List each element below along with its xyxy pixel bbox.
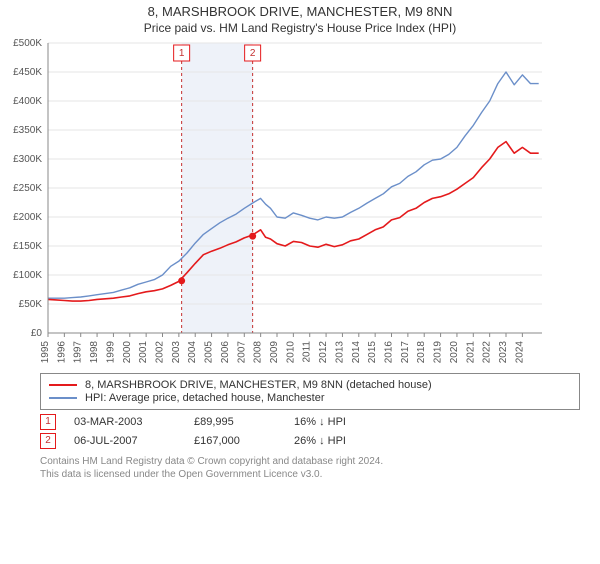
svg-text:2005: 2005 [204,341,215,364]
sale-date: 06-JUL-2007 [74,435,194,447]
svg-text:2020: 2020 [449,341,460,364]
svg-text:2016: 2016 [384,341,395,364]
svg-text:2021: 2021 [465,341,476,364]
svg-text:2003: 2003 [171,341,182,364]
svg-text:2009: 2009 [269,341,280,364]
svg-text:£350K: £350K [13,125,42,136]
legend-label: HPI: Average price, detached house, Manc… [85,392,325,404]
legend-row: 8, MARSHBROOK DRIVE, MANCHESTER, M9 8NN … [49,379,571,391]
svg-text:£100K: £100K [13,270,42,281]
price-chart: £0 £50K £100K £150K £200K £250K £300K £350K £400… [0,37,560,367]
sale-date: 03-MAR-2003 [74,416,194,428]
sale-delta: 26% ↓ HPI [294,435,414,447]
svg-text:2024: 2024 [514,341,525,364]
sale-badge: 2 [40,433,56,449]
chart-title: 8, MARSHBROOK DRIVE, MANCHESTER, M9 8NN [0,4,600,19]
svg-text:£150K: £150K [13,241,42,252]
svg-text:2018: 2018 [416,341,427,364]
svg-text:2010: 2010 [285,341,296,364]
svg-text:2014: 2014 [351,341,362,364]
footer-line: Contains HM Land Registry data © Crown c… [40,455,580,468]
svg-text:1996: 1996 [56,341,67,364]
svg-text:2006: 2006 [220,341,231,364]
svg-text:2000: 2000 [122,341,133,364]
svg-text:£50K: £50K [19,299,43,310]
svg-text:2012: 2012 [318,341,329,364]
svg-text:£200K: £200K [13,212,42,223]
svg-text:2015: 2015 [367,341,378,364]
legend-label: 8, MARSHBROOK DRIVE, MANCHESTER, M9 8NN … [85,379,432,391]
svg-text:1997: 1997 [73,341,84,364]
svg-text:£450K: £450K [13,67,42,78]
footer-line: This data is licensed under the Open Gov… [40,468,580,481]
chart-subtitle: Price paid vs. HM Land Registry's House … [0,21,600,35]
sale-price: £167,000 [194,435,294,447]
svg-text:2019: 2019 [433,341,444,364]
legend: 8, MARSHBROOK DRIVE, MANCHESTER, M9 8NN … [40,373,580,410]
svg-text:£300K: £300K [13,154,42,165]
svg-text:1999: 1999 [105,341,116,364]
sale-price: £89,995 [194,416,294,428]
svg-text:2017: 2017 [400,341,411,364]
legend-row: HPI: Average price, detached house, Manc… [49,392,571,404]
footer: Contains HM Land Registry data © Crown c… [40,455,580,481]
legend-swatch [49,384,77,386]
svg-text:2008: 2008 [253,341,264,364]
svg-text:2023: 2023 [498,341,509,364]
svg-text:£250K: £250K [13,183,42,194]
svg-text:£400K: £400K [13,96,42,107]
svg-text:1: 1 [179,48,185,59]
sale-row: 2 06-JUL-2007 £167,000 26% ↓ HPI [40,433,600,449]
sale-delta: 16% ↓ HPI [294,416,414,428]
svg-text:2011: 2011 [302,341,313,363]
svg-text:1998: 1998 [89,341,100,364]
svg-text:1995: 1995 [40,341,51,364]
svg-text:2022: 2022 [482,341,493,364]
legend-swatch [49,397,77,399]
sale-badge: 1 [40,414,56,430]
svg-text:2007: 2007 [236,341,247,364]
svg-text:2001: 2001 [138,341,149,364]
sale-row: 1 03-MAR-2003 £89,995 16% ↓ HPI [40,414,600,430]
svg-text:2004: 2004 [187,341,198,364]
svg-text:2013: 2013 [334,341,345,364]
svg-text:2: 2 [250,48,256,59]
svg-text:£500K: £500K [13,38,42,49]
svg-text:2002: 2002 [155,341,166,364]
svg-text:£0: £0 [31,328,43,339]
